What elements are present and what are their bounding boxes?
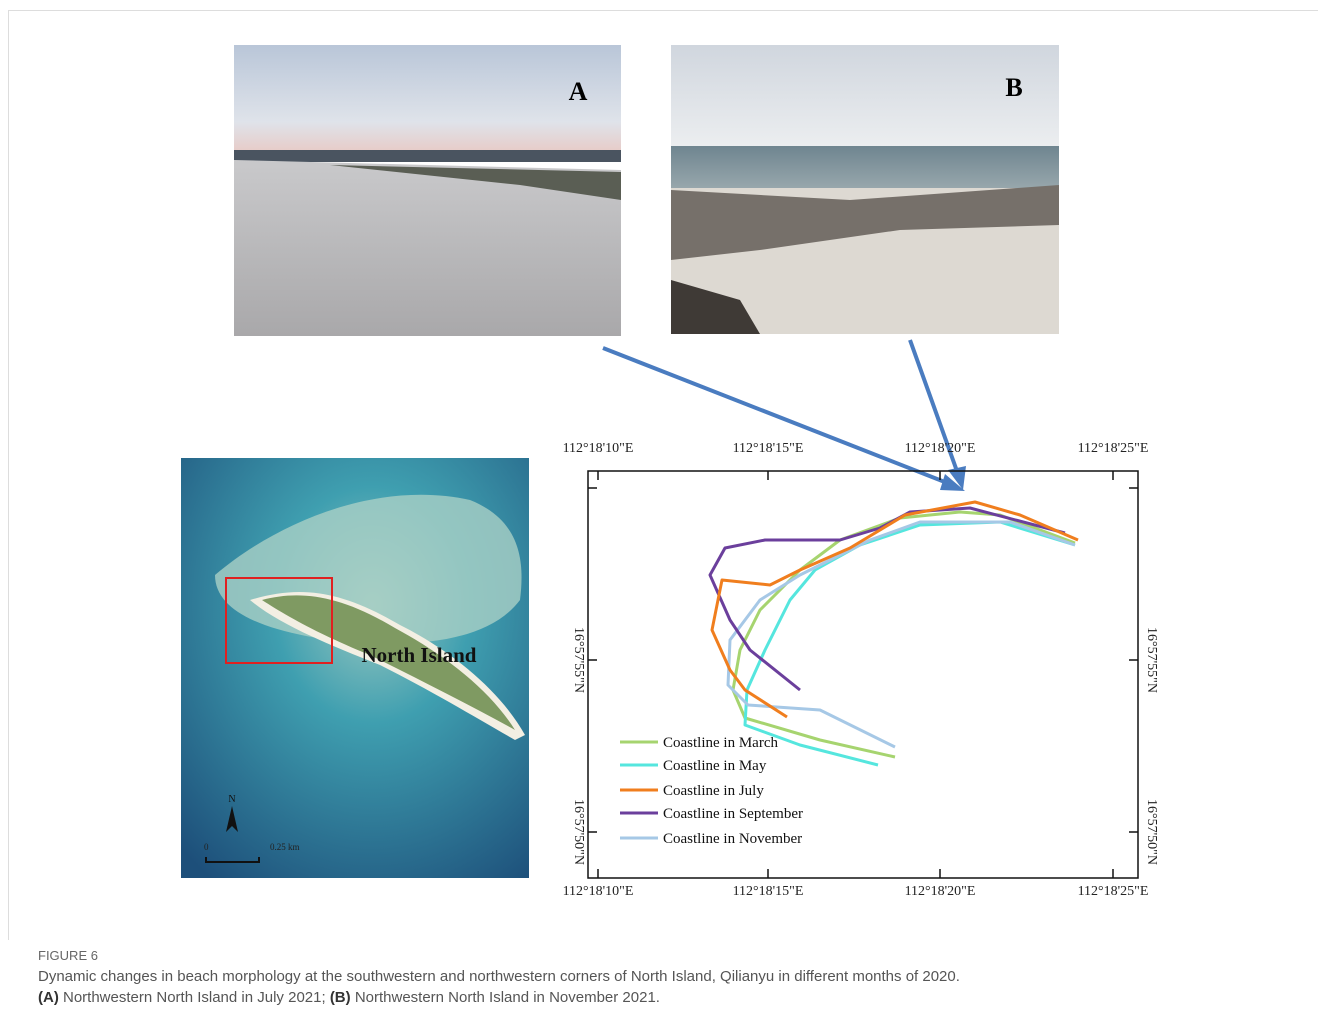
map: North Island N 0 0.25 km	[181, 458, 529, 878]
y-tick-label: 16°57'50"N	[571, 799, 586, 865]
coastline	[745, 522, 1075, 765]
legend-label: Coastline in May	[663, 758, 767, 774]
arrows	[603, 340, 966, 491]
caption-text: Dynamic changes in beach morphology at t…	[38, 968, 960, 985]
photo-b: B	[671, 45, 1059, 334]
caption-panels: (A) Northwestern North Island in July 20…	[38, 989, 660, 1006]
y-tick-label: 16°57'55"N	[571, 627, 586, 693]
photo-a: A	[234, 45, 621, 336]
x-tick-label: 112°18'25"E	[1078, 884, 1149, 899]
caption-label: FIGURE 6	[38, 948, 98, 963]
map-label: North Island	[362, 643, 477, 667]
x-tick-label: 112°18'10"E	[563, 441, 634, 456]
x-tick-label: 112°18'25"E	[1078, 441, 1149, 456]
figure: A B North Island N 0 0.25 km	[0, 0, 1318, 940]
caption-panel-label: (A)	[38, 989, 59, 1006]
caption-panel-text: Northwestern North Island in November 20…	[355, 989, 660, 1006]
caption-panel-label: (B)	[330, 989, 351, 1006]
panel-label: B	[1005, 73, 1022, 102]
legend-label: Coastline in September	[663, 806, 803, 822]
y-tick-label: 16°57'55"N	[1144, 627, 1159, 693]
panel-label: A	[569, 77, 588, 106]
x-tick-label: 112°18'20"E	[905, 441, 976, 456]
x-tick-label: 112°18'15"E	[733, 441, 804, 456]
legend-label: Coastline in November	[663, 831, 802, 847]
caption-panel-text: Northwestern North Island in July 2021;	[63, 989, 326, 1006]
legend-label: Coastline in March	[663, 735, 778, 751]
legend-label: Coastline in July	[663, 783, 764, 799]
x-tick-label: 112°18'15"E	[733, 884, 804, 899]
coastline-plot: 112°18'10"E 112°18'15"E 112°18'20"E 112°…	[563, 441, 1159, 899]
coastline	[733, 512, 1075, 757]
y-tick-label: 16°57'50"N	[1144, 799, 1159, 865]
x-tick-label: 112°18'20"E	[905, 884, 976, 899]
scale-label: 0	[204, 842, 209, 852]
legend: Coastline in March Coastline in May Coastl…	[620, 735, 803, 847]
scale-label: 0.25 km	[270, 842, 300, 852]
x-tick-label: 112°18'10"E	[563, 884, 634, 899]
page: A B North Island N 0 0.25 km	[0, 0, 1318, 1009]
north-label: N	[228, 794, 235, 805]
